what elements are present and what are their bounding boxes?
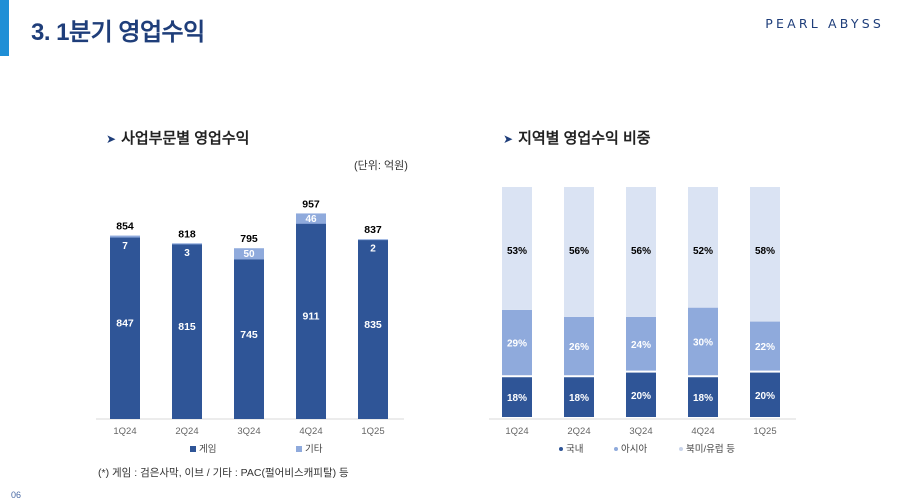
share-bar-국내-2Q24 [564,377,594,417]
bar-game-4Q24 [296,223,326,419]
label-total-4Q24: 957 [302,198,320,210]
share-bar-북미/유럽 등-3Q24 [626,187,656,317]
bar-game-2Q24 [172,243,202,419]
x-tick-4Q24: 4Q24 [299,426,322,437]
share-bar-아시아-1Q24 [502,309,532,376]
legend-dot-국내 [559,447,563,451]
legend-label-기타: 기타 [305,444,323,455]
page-title: 3. 1분기 영업수익 [31,19,205,46]
share-label-북미/유럽 등-3Q24: 56% [631,246,651,257]
share-bar-국내-3Q24 [626,372,656,417]
x-tick-1Q24: 1Q24 [113,426,136,437]
bar-game-1Q24 [110,237,140,419]
label-other-2Q24: 3 [184,248,190,259]
bar-game-3Q24 [234,258,264,419]
bar-other-1Q24 [110,235,140,238]
title-accent-bar [0,0,9,56]
x-tick-right-3Q24: 3Q24 [629,426,652,437]
label-other-4Q24: 46 [305,214,317,225]
share-label-국내-2Q24: 18% [569,393,589,404]
share-label-북미/유럽 등-1Q24: 53% [507,246,527,257]
label-total-3Q24: 795 [240,233,258,245]
right-section-title-text: 지역별 영업수익 비중 [518,130,651,147]
legend-swatch-기타 [296,446,302,452]
right-section-title: ➤ 지역별 영업수익 비중 [503,127,651,148]
label-game-2Q24: 815 [178,321,196,333]
bar-game-1Q25 [358,239,388,419]
legend-label-right-국내: 국내 [566,444,583,455]
share-bar-북미/유럽 등-2Q24 [564,187,594,317]
pearl-abyss-logo: PEARL ABYSS [765,16,884,31]
legend-dot-북미/유럽 등 [679,447,683,451]
section-arrow-icon: ➤ [503,132,514,146]
x-tick-1Q25: 1Q25 [361,426,384,437]
share-label-국내-4Q24: 18% [693,393,713,404]
share-bar-북미/유럽 등-4Q24 [688,187,718,308]
bar-other-3Q24 [234,248,264,260]
share-label-아시아-2Q24: 26% [569,342,589,353]
share-label-아시아-1Q24: 29% [507,339,527,350]
x-tick-right-4Q24: 4Q24 [691,426,714,437]
label-total-1Q25: 837 [364,224,382,236]
legend-swatch-게임 [190,446,196,452]
legend-label-right-아시아: 아시아 [621,444,647,455]
label-total-2Q24: 818 [178,228,196,240]
share-label-국내-1Q24: 18% [507,393,527,404]
section-arrow-icon: ➤ [106,132,117,146]
share-bar-북미/유럽 등-1Q24 [502,187,532,310]
share-bar-국내-4Q24 [688,377,718,417]
x-tick-2Q24: 2Q24 [175,426,198,437]
label-game-4Q24: 911 [303,310,320,322]
share-label-국내-3Q24: 20% [631,391,651,402]
share-label-국내-1Q25: 20% [755,391,775,402]
bar-other-1Q25 [358,239,388,241]
label-other-1Q24: 7 [122,241,128,252]
share-label-북미/유럽 등-2Q24: 56% [569,246,589,257]
x-tick-right-2Q24: 2Q24 [567,426,590,437]
unit-label: (단위: 억원) [354,160,408,172]
share-label-아시아-4Q24: 30% [693,337,713,348]
label-game-1Q25: 835 [364,319,382,331]
legend-label-right-북미/유럽 등: 북미/유럽 등 [686,444,735,455]
share-bar-국내-1Q24 [502,377,532,417]
legend-label-게임: 게임 [199,443,216,455]
share-label-아시아-1Q25: 22% [755,342,775,353]
share-bar-북미/유럽 등-1Q25 [750,187,780,322]
label-game-1Q24: 847 [116,318,134,330]
share-bar-국내-1Q25 [750,372,780,417]
share-bar-아시아-4Q24 [688,307,718,376]
share-label-북미/유럽 등-4Q24: 52% [693,246,713,257]
x-tick-right-1Q24: 1Q24 [505,426,528,437]
share-label-북미/유럽 등-1Q25: 58% [755,246,775,257]
bar-other-4Q24 [296,213,326,224]
label-game-3Q24: 745 [240,329,258,341]
x-tick-3Q24: 3Q24 [237,426,260,437]
share-bar-아시아-1Q25 [750,321,780,371]
label-other-1Q25: 2 [370,244,376,255]
x-tick-right-1Q25: 1Q25 [753,426,776,437]
legend-dot-아시아 [614,447,618,451]
label-total-1Q24: 854 [116,221,134,233]
footnote: (*) 게임 : 검은사막, 이브 / 기타 : PAC(펄어비스캐피탈) 등 [98,467,349,479]
share-bar-아시아-2Q24 [564,316,594,376]
bar-other-2Q24 [172,243,202,245]
left-section-title-text: 사업부문별 영업수익 [121,130,250,147]
page-number: 06 [11,490,22,500]
share-bar-아시아-3Q24 [626,316,656,371]
left-section-title: ➤ 사업부문별 영업수익 [106,127,249,148]
share-label-아시아-3Q24: 24% [631,340,651,351]
label-other-3Q24: 50 [243,249,255,260]
